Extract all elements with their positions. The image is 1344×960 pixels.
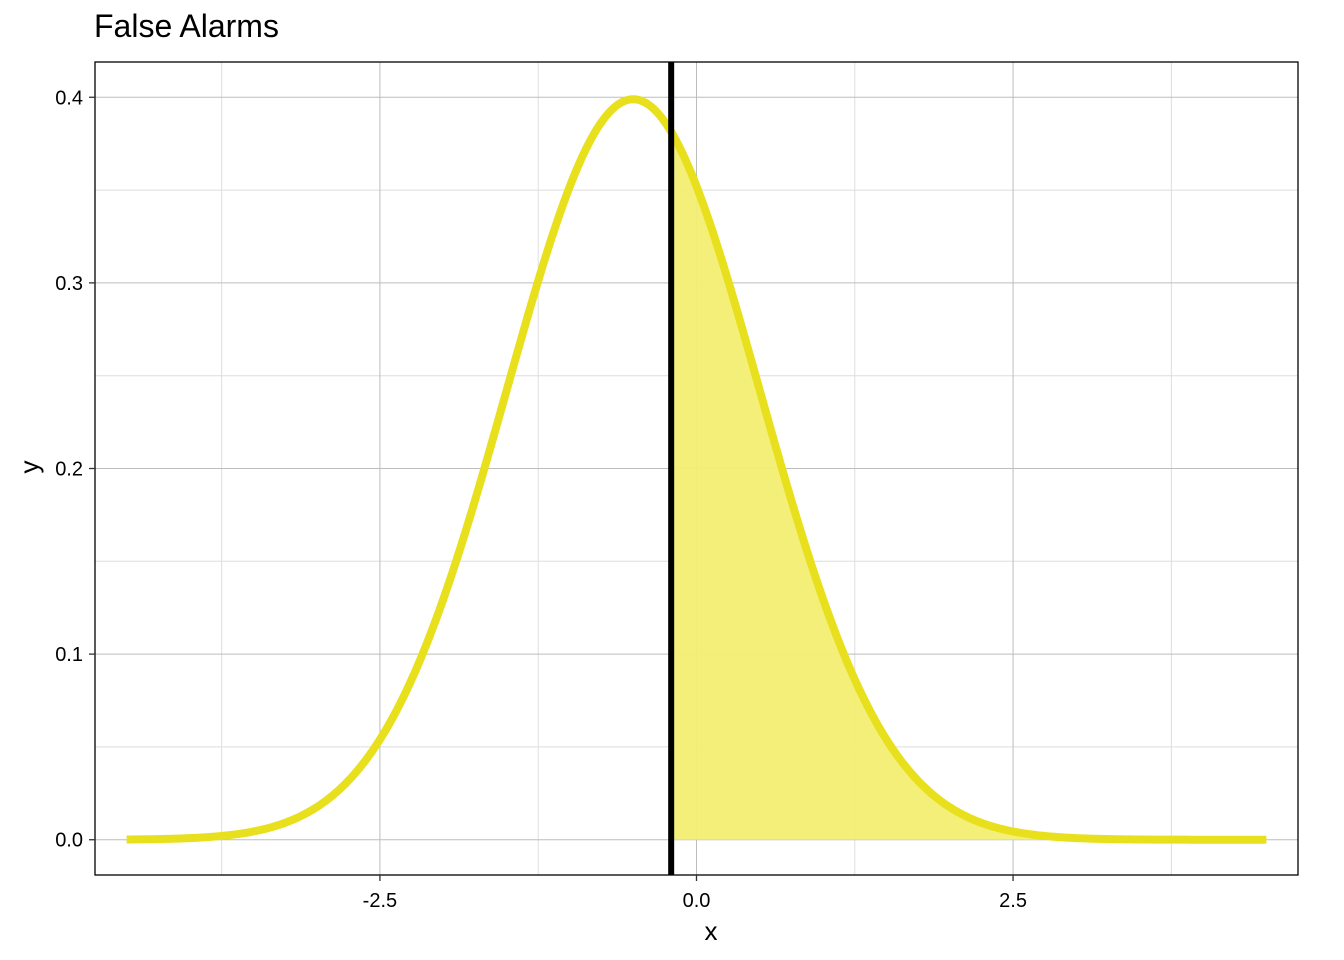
x-tick-label: 2.5 <box>999 890 1027 912</box>
y-tick-label: 0.0 <box>55 830 83 852</box>
y-tick-label: 0.4 <box>55 87 83 109</box>
y-axis-label: y <box>14 461 44 474</box>
x-tick-label: -2.5 <box>363 890 397 912</box>
y-axis: 0.0 0.1 0.2 0.3 0.4 <box>55 87 95 852</box>
y-tick-label: 0.2 <box>55 459 83 481</box>
false-alarm-shaded-area <box>671 131 1267 840</box>
x-axis: -2.5 0.0 2.5 <box>363 875 1027 912</box>
x-axis-label: x <box>705 916 718 946</box>
chart-title: False Alarms <box>94 8 279 44</box>
y-tick-label: 0.1 <box>55 644 83 666</box>
y-tick-label: 0.3 <box>55 273 83 295</box>
density-curve <box>125 95 1268 844</box>
x-tick-label: 0.0 <box>683 890 711 912</box>
